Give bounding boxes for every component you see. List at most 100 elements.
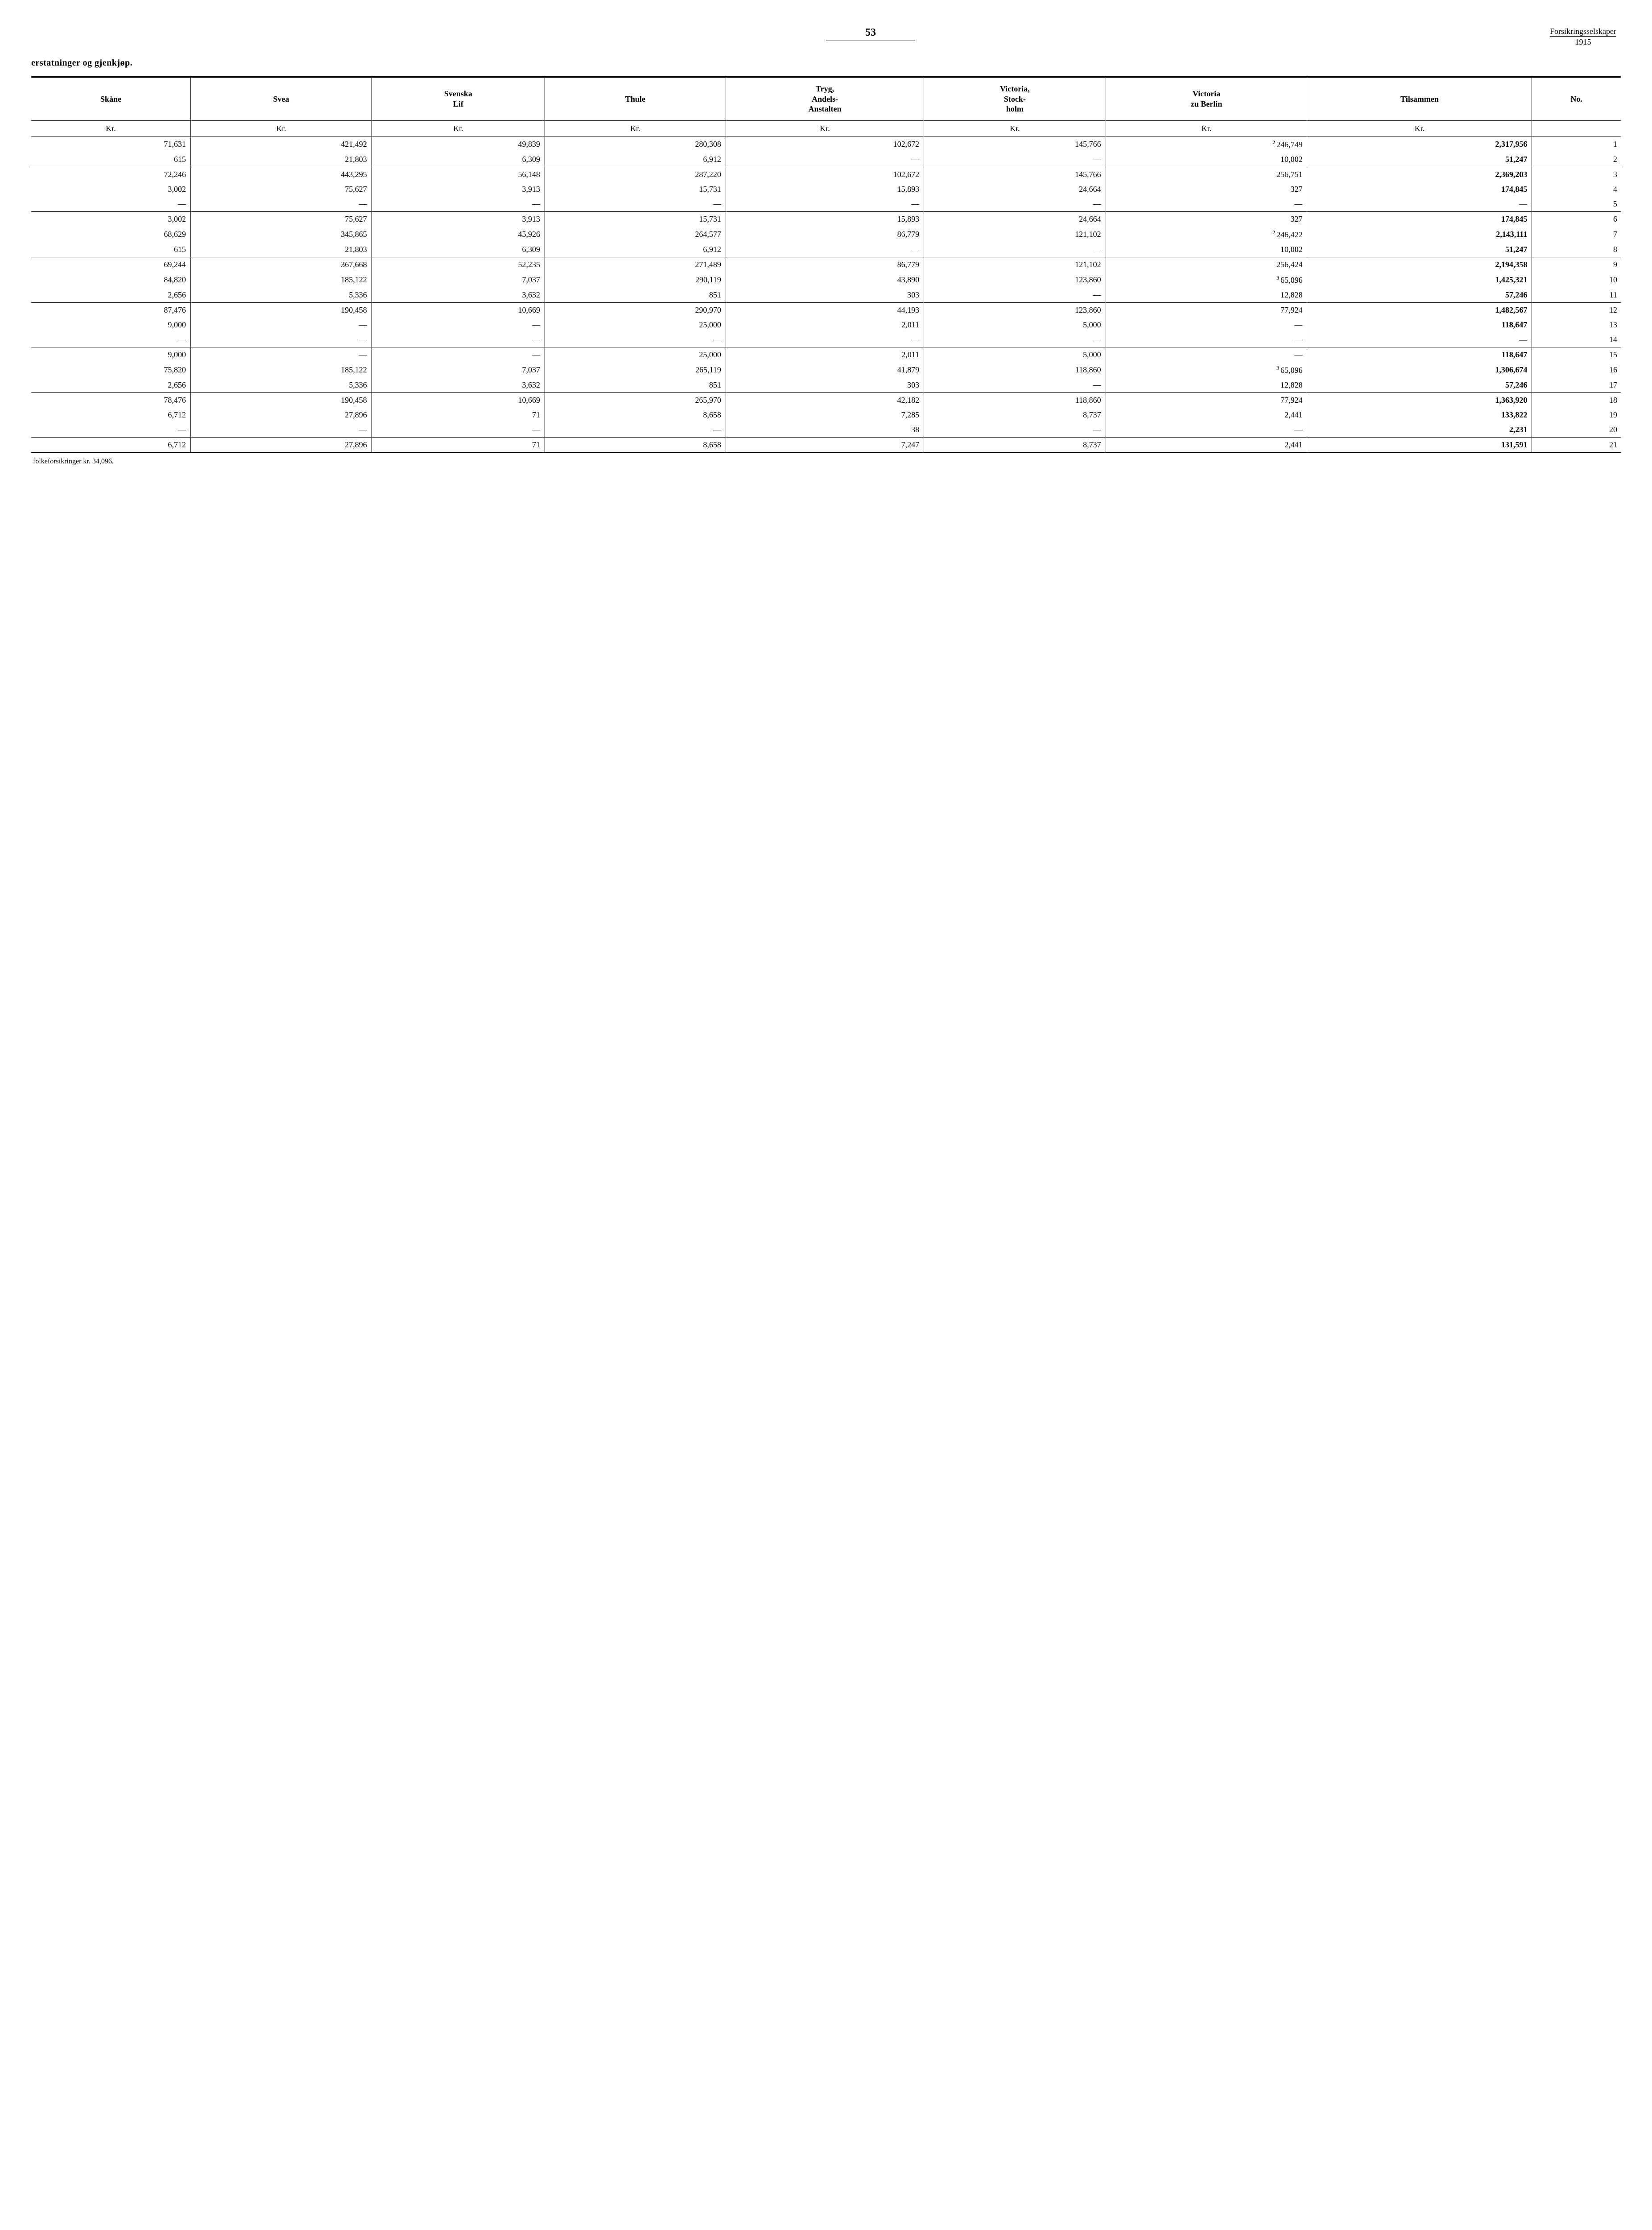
unit-cell	[1532, 120, 1621, 136]
row-number-cell: 8	[1532, 242, 1621, 257]
data-cell: 2,317,956	[1307, 136, 1532, 153]
data-cell: 6,309	[372, 152, 545, 167]
data-cell: 3,002	[31, 212, 190, 227]
data-cell: 57,246	[1307, 288, 1532, 303]
row-number-cell: 19	[1532, 408, 1621, 422]
data-cell: 52,235	[372, 257, 545, 273]
data-cell: 75,627	[190, 182, 372, 197]
data-cell: —	[190, 332, 372, 347]
data-cell: 271,489	[545, 257, 726, 273]
table-row: 9,000——25,0002,0115,000—118,64715	[31, 347, 1621, 363]
data-cell: 118,647	[1307, 318, 1532, 332]
data-cell: 185,122	[190, 272, 372, 288]
header-right: Forsikringsselskaper 1915	[1550, 27, 1621, 47]
data-cell: 190,458	[190, 303, 372, 318]
data-cell: —	[372, 197, 545, 212]
data-cell: 2,143,111	[1307, 227, 1532, 242]
row-number-cell: 21	[1532, 438, 1621, 453]
data-cell: 78,476	[31, 393, 190, 408]
data-cell: 118,647	[1307, 347, 1532, 363]
data-cell: 75,627	[190, 212, 372, 227]
data-cell: —	[545, 197, 726, 212]
data-cell: 290,119	[545, 272, 726, 288]
data-cell: 86,779	[726, 257, 924, 273]
data-cell: 145,766	[924, 167, 1106, 182]
data-cell: —	[726, 152, 924, 167]
row-number-cell: 7	[1532, 227, 1621, 242]
data-cell: 1,306,674	[1307, 362, 1532, 378]
data-cell: —	[924, 332, 1106, 347]
data-cell: —	[924, 288, 1106, 303]
row-number-cell: 13	[1532, 318, 1621, 332]
data-cell: 118,860	[924, 362, 1106, 378]
column-header: Tryg,Andels-Anstalten	[726, 77, 924, 121]
data-cell: 131,591	[1307, 438, 1532, 453]
data-cell: —	[372, 422, 545, 438]
row-number-cell: 18	[1532, 393, 1621, 408]
data-cell: 15,731	[545, 212, 726, 227]
data-cell: 71	[372, 438, 545, 453]
data-cell: 10,669	[372, 393, 545, 408]
table-row: ————38——2,23120	[31, 422, 1621, 438]
data-cell: 41,879	[726, 362, 924, 378]
data-cell: —	[545, 332, 726, 347]
data-cell: 365,096	[1106, 272, 1307, 288]
row-number-cell: 3	[1532, 167, 1621, 182]
column-header: Svea	[190, 77, 372, 121]
data-cell: 121,102	[924, 227, 1106, 242]
data-cell: 75,820	[31, 362, 190, 378]
data-cell: 1,482,567	[1307, 303, 1532, 318]
data-cell: 256,424	[1106, 257, 1307, 273]
unit-cell: Kr.	[726, 120, 924, 136]
column-header: No.	[1532, 77, 1621, 121]
data-cell: 25,000	[545, 318, 726, 332]
data-cell: 185,122	[190, 362, 372, 378]
row-number-cell: 16	[1532, 362, 1621, 378]
data-cell: 5,000	[924, 318, 1106, 332]
data-cell: 21,803	[190, 242, 372, 257]
table-row: 61521,8036,3096,912——10,00251,2478	[31, 242, 1621, 257]
data-cell: —	[924, 242, 1106, 257]
data-cell: 265,119	[545, 362, 726, 378]
row-number-cell: 10	[1532, 272, 1621, 288]
header-title: Forsikringsselskaper	[1550, 27, 1616, 36]
data-cell: 27,896	[190, 408, 372, 422]
data-cell: 443,295	[190, 167, 372, 182]
data-cell: —	[726, 242, 924, 257]
unit-cell: Kr.	[545, 120, 726, 136]
data-cell: 8,737	[924, 408, 1106, 422]
data-cell: 84,820	[31, 272, 190, 288]
header-year: 1915	[1550, 36, 1616, 47]
table-row: 2,6565,3363,632851303—12,82857,24617	[31, 378, 1621, 393]
table-row: 61521,8036,3096,912——10,00251,2472	[31, 152, 1621, 167]
data-cell: 42,182	[726, 393, 924, 408]
data-cell: —	[1106, 197, 1307, 212]
data-cell: —	[31, 197, 190, 212]
data-cell: —	[924, 197, 1106, 212]
row-number-cell: 15	[1532, 347, 1621, 363]
data-cell: 7,037	[372, 362, 545, 378]
table-head: SkåneSveaSvenskaLifThuleTryg,Andels-Anst…	[31, 77, 1621, 136]
data-cell: —	[1106, 332, 1307, 347]
data-cell: 12,828	[1106, 378, 1307, 393]
row-number-cell: 20	[1532, 422, 1621, 438]
data-cell: 615	[31, 242, 190, 257]
data-cell: —	[924, 422, 1106, 438]
column-header: Thule	[545, 77, 726, 121]
data-table: SkåneSveaSvenskaLifThuleTryg,Andels-Anst…	[31, 76, 1621, 453]
data-cell: 7,247	[726, 438, 924, 453]
data-cell: 8,658	[545, 438, 726, 453]
data-cell: 264,577	[545, 227, 726, 242]
data-cell: 265,970	[545, 393, 726, 408]
data-cell: 21,803	[190, 152, 372, 167]
data-cell: —	[190, 347, 372, 363]
data-cell: 2,441	[1106, 408, 1307, 422]
table-row: 72,246443,29556,148287,220102,672145,766…	[31, 167, 1621, 182]
data-cell: 2,656	[31, 378, 190, 393]
unit-cell: Kr.	[1307, 120, 1532, 136]
data-cell: —	[372, 318, 545, 332]
data-cell: 5,336	[190, 378, 372, 393]
data-cell: 51,247	[1307, 242, 1532, 257]
data-cell: 615	[31, 152, 190, 167]
data-cell: —	[726, 332, 924, 347]
